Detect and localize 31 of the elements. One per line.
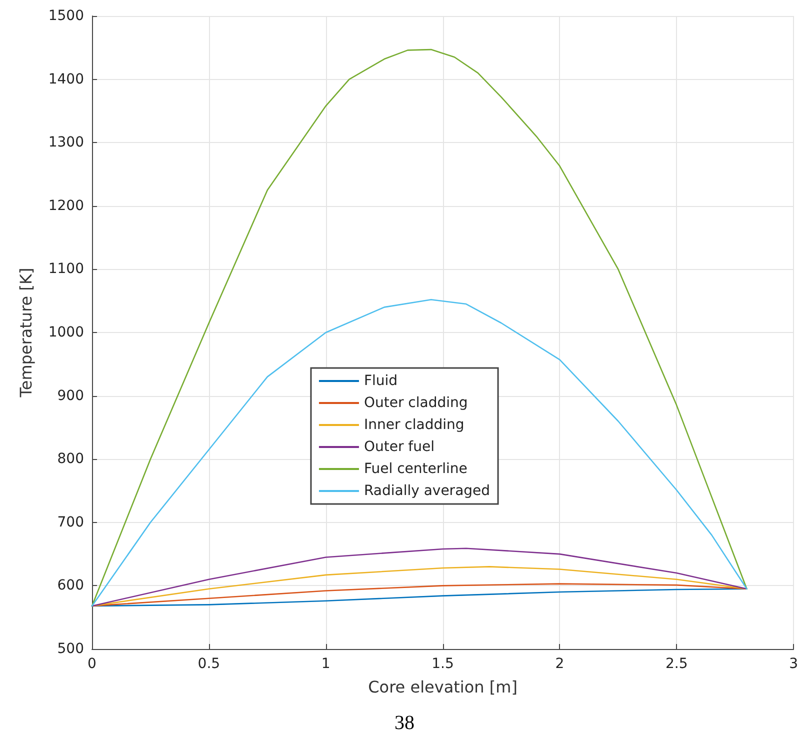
y-tick-label: 1500 <box>48 8 84 24</box>
legend-label: Fluid <box>364 373 398 389</box>
y-tick-label: 600 <box>57 578 84 594</box>
line-series <box>91 566 748 607</box>
y-tick-label: 700 <box>57 514 84 530</box>
y-tick-label: 900 <box>57 388 84 404</box>
x-tick-label: 1.5 <box>432 656 454 672</box>
x-tick-label: 3 <box>789 656 798 672</box>
y-tick-label: 1200 <box>48 198 84 214</box>
y-tick-label: 1300 <box>48 134 84 151</box>
y-tick-label: 1100 <box>48 261 84 278</box>
text: 38 <box>394 712 414 734</box>
y-tick-label: 1000 <box>48 324 84 340</box>
line-series <box>91 548 748 607</box>
x-tick-label: 1 <box>321 656 330 672</box>
y-tick-label: 1400 <box>48 71 84 88</box>
legend-label: Radially averaged <box>364 483 490 499</box>
y-tick-label: 500 <box>57 641 84 657</box>
x-axis-title: Core elevation [m] <box>368 678 518 696</box>
legend-label: Outer cladding <box>364 395 468 411</box>
y-tick-label: 800 <box>57 451 84 468</box>
line-series <box>91 298 748 607</box>
legend-label: Inner cladding <box>364 417 464 433</box>
x-tick-label: 2.5 <box>665 656 688 672</box>
x-tick-label: 2 <box>555 656 564 672</box>
legend-label: Outer fuel <box>364 439 434 455</box>
x-tick-label: 0 <box>88 656 96 672</box>
y-axis-title: Temperature [K] <box>16 268 36 398</box>
legend-label: Fuel centerline <box>364 461 468 477</box>
x-tick-label: 0.5 <box>198 656 220 672</box>
line-series <box>91 48 748 607</box>
